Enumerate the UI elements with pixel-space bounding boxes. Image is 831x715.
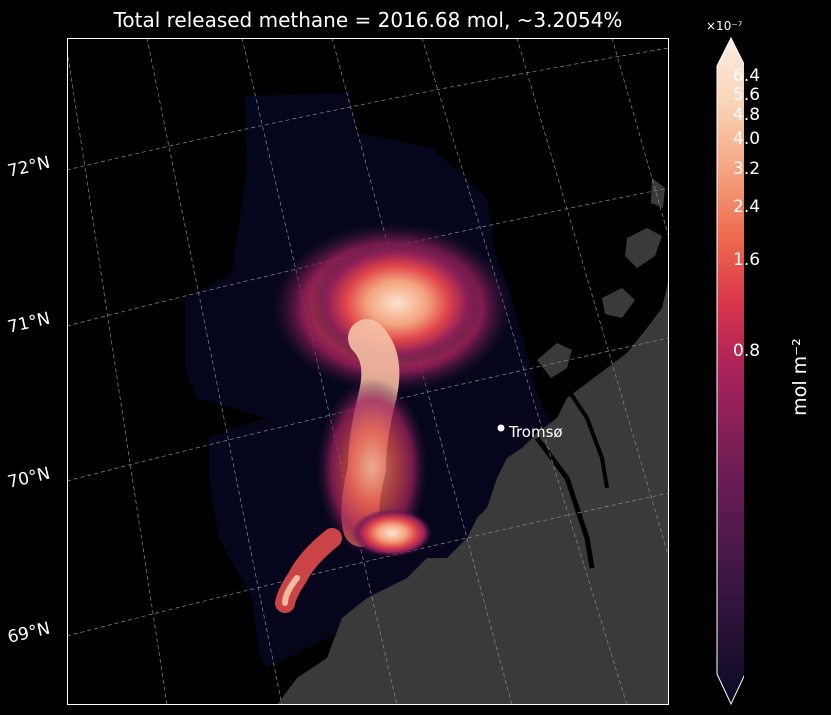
tromso-marker: [497, 424, 505, 432]
colorbar-tick: 3.2: [733, 159, 761, 179]
lat-label-72: 72°N: [5, 152, 53, 182]
tromso-label: Tromsø: [508, 423, 563, 441]
lat-label-69: 69°N: [5, 618, 53, 648]
colorbar-exponent: ×10⁻⁷: [706, 19, 743, 33]
island: [602, 288, 635, 318]
lat-label-70: 70°N: [5, 463, 53, 493]
colorbar-tick: 1.6: [733, 250, 761, 270]
colorbar-tick: 5.6: [733, 85, 761, 105]
fjord: [565, 386, 609, 489]
island: [537, 343, 572, 378]
colorbar: [714, 36, 831, 708]
map-title: Total released methane = 2016.68 mol, ~3…: [113, 8, 623, 32]
map-panel[interactable]: Tromsø: [67, 38, 669, 705]
island: [625, 228, 662, 268]
colorbar-tick: 6.4: [733, 66, 761, 86]
graticule: [67, 38, 669, 705]
land-mass: [277, 278, 669, 705]
island: [651, 178, 665, 208]
colorbar-tick: 0.8: [733, 341, 761, 361]
colorbar-tick: 2.4: [733, 197, 761, 217]
methane-plume: [272, 223, 512, 613]
colorbar-unit-label: mol m⁻²: [789, 338, 811, 416]
colorbar-tick: 4.0: [733, 129, 761, 149]
lat-label-71: 71°N: [5, 308, 53, 338]
colorbar-tick: 4.8: [733, 105, 761, 125]
fjord: [535, 436, 595, 569]
